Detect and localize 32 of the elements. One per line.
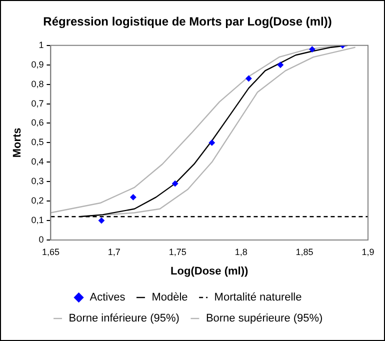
y-axis-title: Morts (12, 128, 24, 158)
x-tick-label: 1,8 (234, 246, 248, 257)
y-tick-label: 0,2 (31, 196, 44, 206)
legend-label: Actives (90, 292, 126, 304)
x-tick-label: 1,85 (296, 246, 314, 257)
y-tick-label: 0,4 (31, 156, 44, 167)
legend-label: Borne supérieure (95%) (206, 312, 323, 325)
point (208, 140, 215, 146)
legend-label: Modèle (152, 292, 188, 304)
x-tick-label: 1,7 (108, 246, 120, 257)
y-tick-label: 0,5 (31, 137, 44, 148)
x-tick-label: 1,75 (168, 246, 186, 257)
y-tick-label: 0,7 (31, 98, 44, 108)
point (246, 75, 252, 82)
x-axis-title: Log(Dose (ml)) (170, 265, 248, 278)
y-tick-label: 0 (38, 234, 44, 244)
y-tick-label: 0,6 (31, 118, 44, 128)
legend-label: Borne inférieure (95%) (68, 312, 180, 325)
x-tick-label: 1,65 (42, 246, 60, 257)
point (172, 180, 178, 187)
point (98, 218, 104, 224)
y-tick-label: 1 (38, 40, 44, 50)
point (277, 62, 284, 68)
y-tick-label: 0,3 (31, 176, 44, 186)
point (130, 194, 136, 200)
point (309, 46, 316, 52)
x-tick-label: 1,9 (362, 246, 374, 257)
y-tick-label: 0,1 (31, 215, 44, 226)
y-tick-label: 0,8 (31, 78, 44, 89)
legend-label: Mortalité naturelle (214, 292, 302, 304)
y-tick-label: 0,9 (31, 59, 44, 70)
chart-title: Régression logistique de Morts par Log(Dose (ml)) (43, 14, 332, 29)
